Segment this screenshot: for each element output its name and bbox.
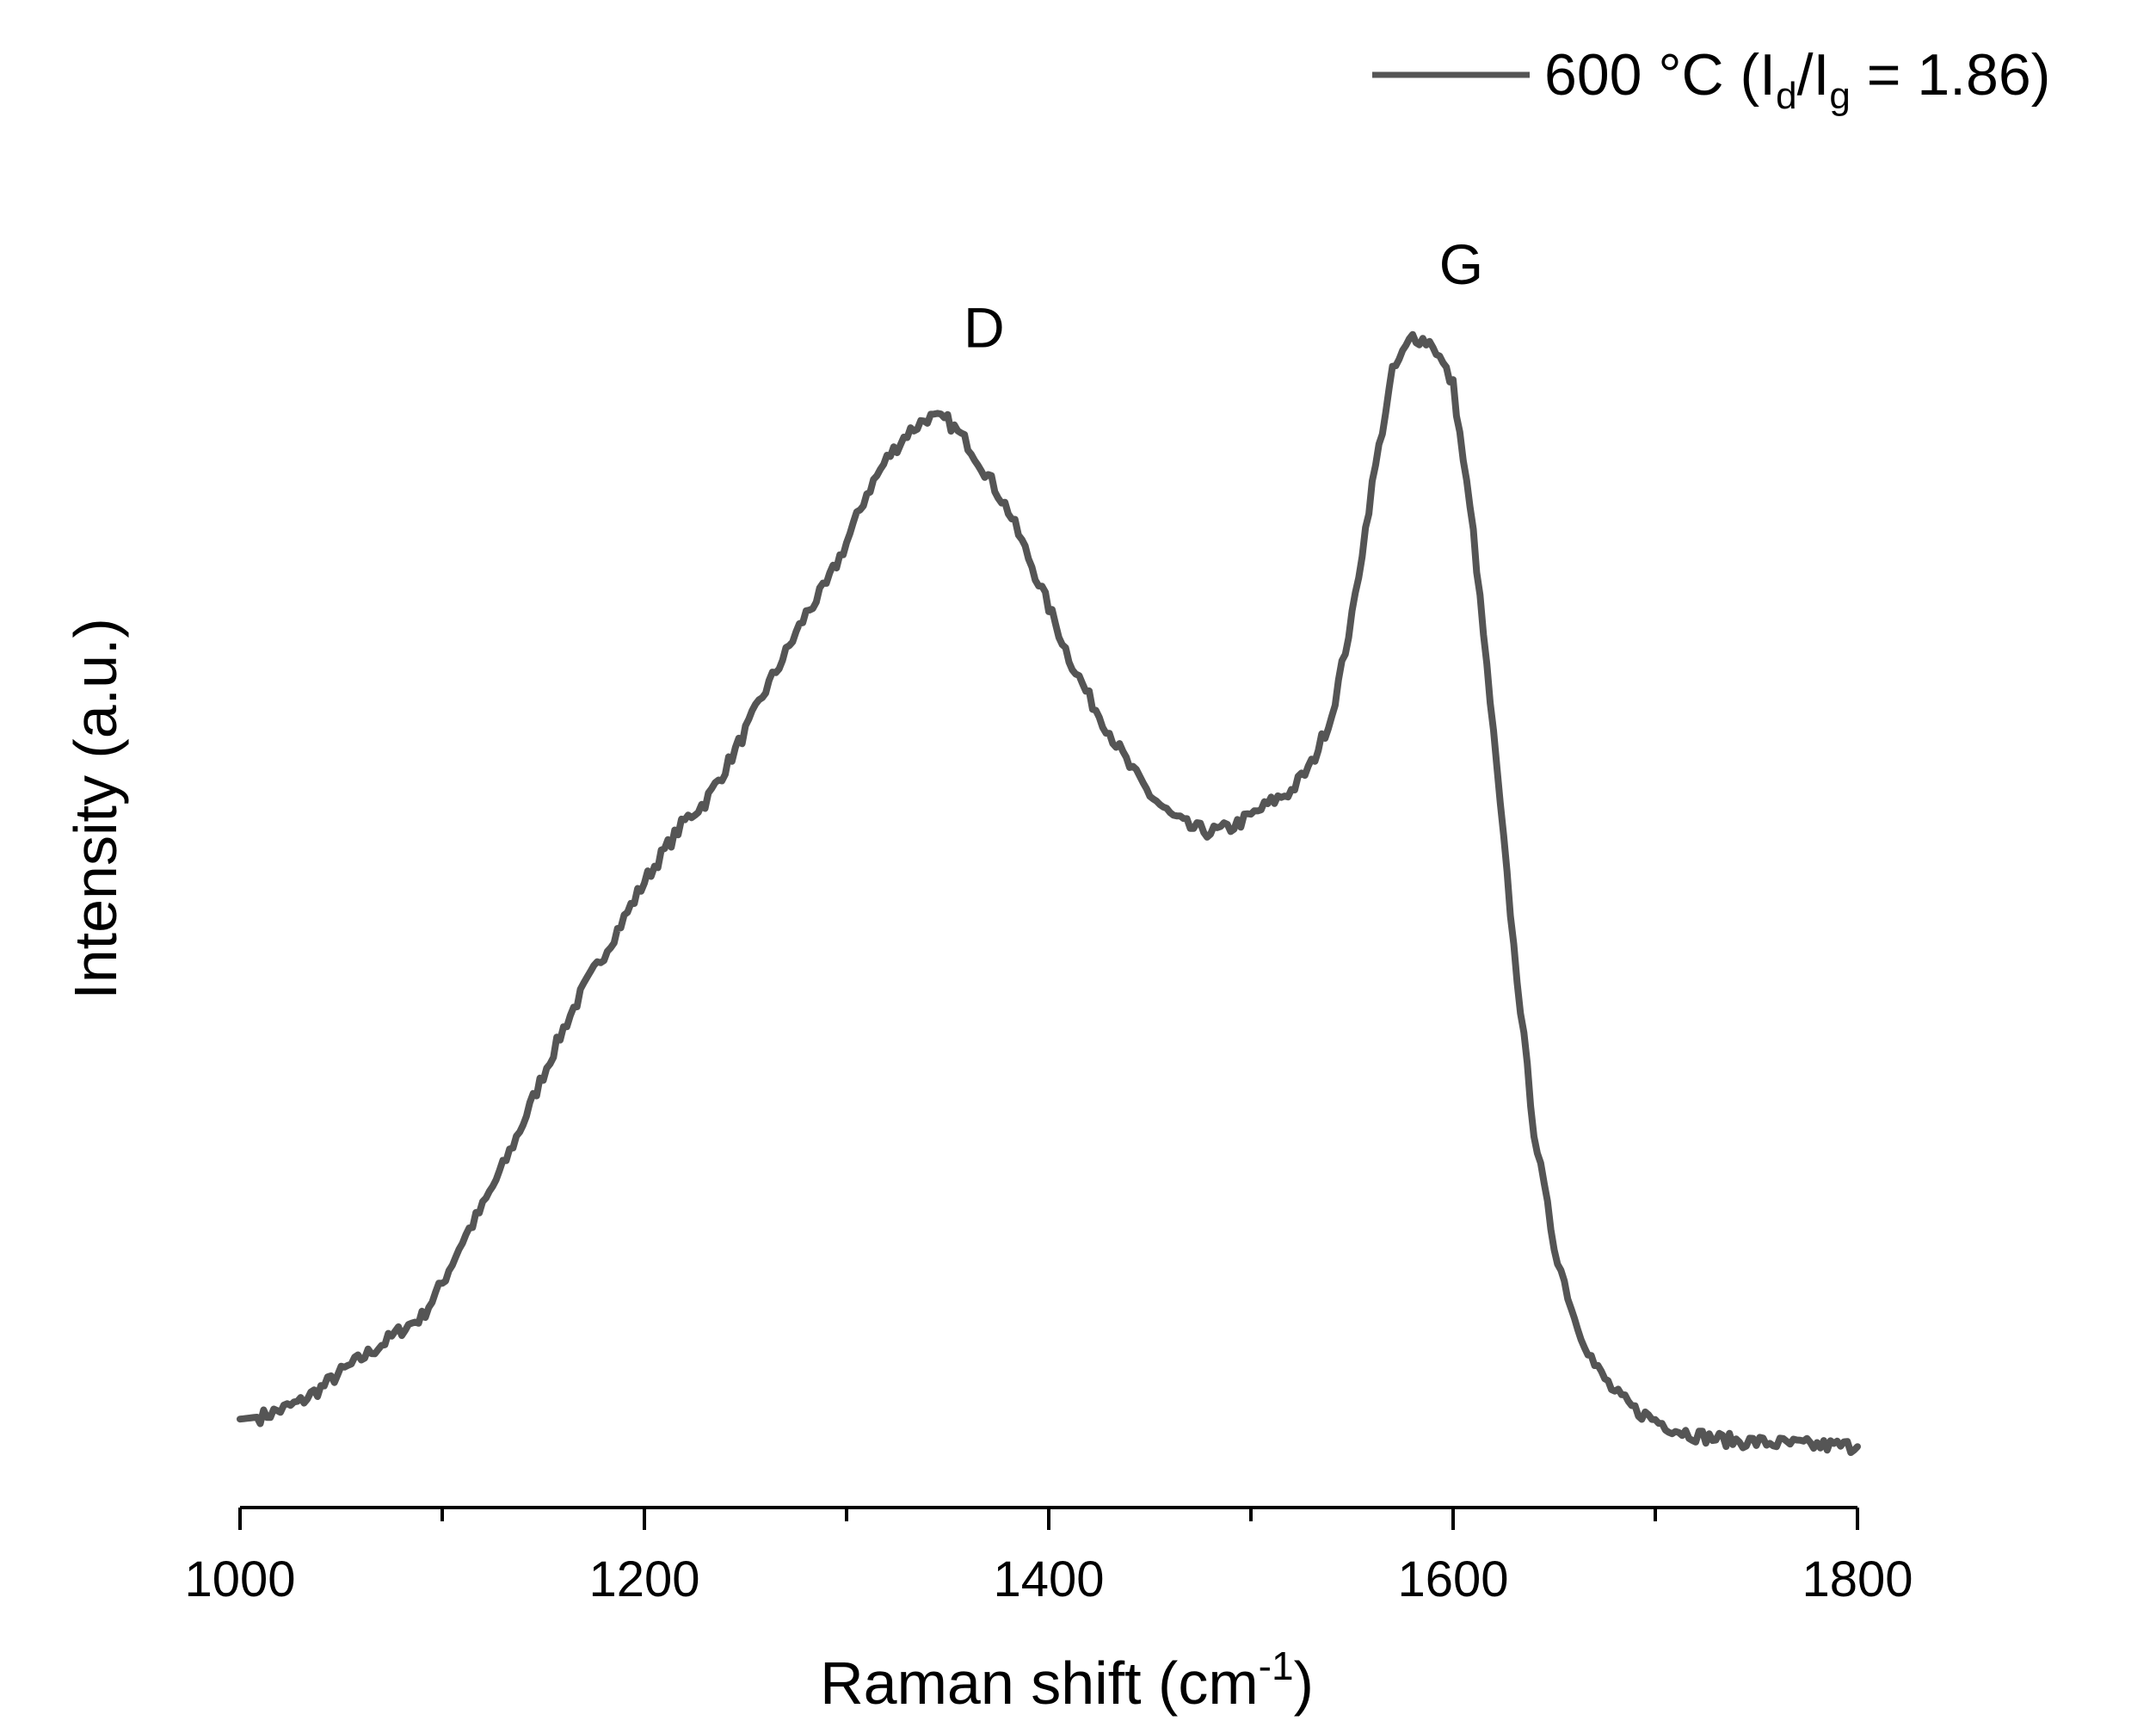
y-axis-label: Intensity (a.u.)	[62, 618, 129, 1000]
legend-label-slash: /I	[1797, 42, 1830, 108]
x-ticks	[238, 1508, 1859, 1530]
series-line	[237, 330, 1861, 1457]
x-tick-labels: 1000 1200 1400 1600 1800	[184, 1551, 1913, 1607]
x-tick-label: 1600	[1397, 1551, 1508, 1607]
x-tick-label: 1400	[993, 1551, 1104, 1607]
x-axis-label-main: Raman shift (cm	[820, 1650, 1259, 1717]
x-axis-label-sup: -1	[1259, 1644, 1294, 1688]
x-tick-label: 1000	[184, 1551, 295, 1607]
legend-label-main: 600 °C (I	[1544, 42, 1776, 108]
legend: 600 °C (Id/Ig = 1.86)	[1372, 42, 2050, 117]
x-tick-label: 1200	[588, 1551, 699, 1607]
x-tick-label: 1800	[1802, 1551, 1913, 1607]
peak-label-g: G	[1439, 232, 1483, 296]
legend-label-sub-g: g	[1829, 75, 1850, 117]
legend-label-sub-d: d	[1776, 75, 1796, 117]
peak-label-d: D	[964, 296, 1005, 360]
x-axis-label-close: )	[1294, 1650, 1314, 1717]
peak-annotations: DG	[964, 232, 1483, 359]
legend-label: 600 °C (Id/Ig = 1.86)	[1544, 42, 2050, 117]
legend-label-ratio: = 1.86)	[1851, 42, 2051, 108]
x-axis-label: Raman shift (cm-1)	[820, 1644, 1314, 1717]
